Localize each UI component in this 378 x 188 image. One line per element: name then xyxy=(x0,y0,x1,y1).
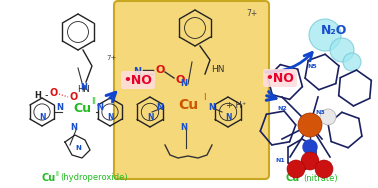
FancyBboxPatch shape xyxy=(114,1,269,179)
Text: N: N xyxy=(56,104,64,112)
Text: N4: N4 xyxy=(283,74,293,80)
Text: 7+: 7+ xyxy=(107,55,117,61)
Text: N: N xyxy=(39,114,45,123)
Text: N: N xyxy=(225,114,231,123)
Circle shape xyxy=(287,160,305,178)
Text: HN: HN xyxy=(211,65,225,74)
Circle shape xyxy=(303,140,317,154)
Text: N: N xyxy=(156,102,164,111)
Text: O: O xyxy=(155,65,165,75)
Text: (hydroperoxide): (hydroperoxide) xyxy=(60,174,128,183)
Text: N: N xyxy=(71,124,77,133)
Text: O: O xyxy=(50,88,58,98)
Text: N3: N3 xyxy=(315,111,325,115)
Circle shape xyxy=(343,53,361,71)
Text: •NO: •NO xyxy=(124,74,152,86)
Text: 7+: 7+ xyxy=(246,10,258,18)
Text: II: II xyxy=(298,171,302,177)
Text: II: II xyxy=(55,171,59,177)
Circle shape xyxy=(309,19,341,51)
Text: (nitrate): (nitrate) xyxy=(303,174,338,183)
Text: N: N xyxy=(133,67,141,77)
Text: N: N xyxy=(181,123,187,131)
Text: Cu: Cu xyxy=(42,173,56,183)
Text: I: I xyxy=(203,92,205,102)
Text: N: N xyxy=(81,83,87,92)
Text: N2: N2 xyxy=(277,106,287,111)
Text: + H⁺: + H⁺ xyxy=(226,101,246,109)
Text: II: II xyxy=(91,98,96,106)
Text: Cu: Cu xyxy=(285,173,299,183)
Text: N: N xyxy=(181,79,187,87)
Text: H: H xyxy=(34,90,42,99)
Circle shape xyxy=(298,113,322,137)
Circle shape xyxy=(330,38,354,62)
Text: HN: HN xyxy=(77,84,90,93)
Text: Cu: Cu xyxy=(73,102,91,114)
Text: O: O xyxy=(70,92,78,102)
Text: N: N xyxy=(107,114,113,123)
Text: -: - xyxy=(44,90,48,100)
Text: N1: N1 xyxy=(275,158,285,164)
Text: Cu: Cu xyxy=(178,98,198,112)
Text: •NO: •NO xyxy=(266,71,294,84)
Text: N: N xyxy=(96,104,104,112)
Text: O: O xyxy=(175,75,185,85)
Circle shape xyxy=(301,152,319,170)
Text: N5: N5 xyxy=(307,64,317,70)
Text: N₂O: N₂O xyxy=(321,24,347,36)
Circle shape xyxy=(320,109,336,125)
Text: N: N xyxy=(209,102,215,111)
Circle shape xyxy=(315,160,333,178)
Text: N: N xyxy=(147,114,153,123)
Text: N: N xyxy=(75,145,81,151)
